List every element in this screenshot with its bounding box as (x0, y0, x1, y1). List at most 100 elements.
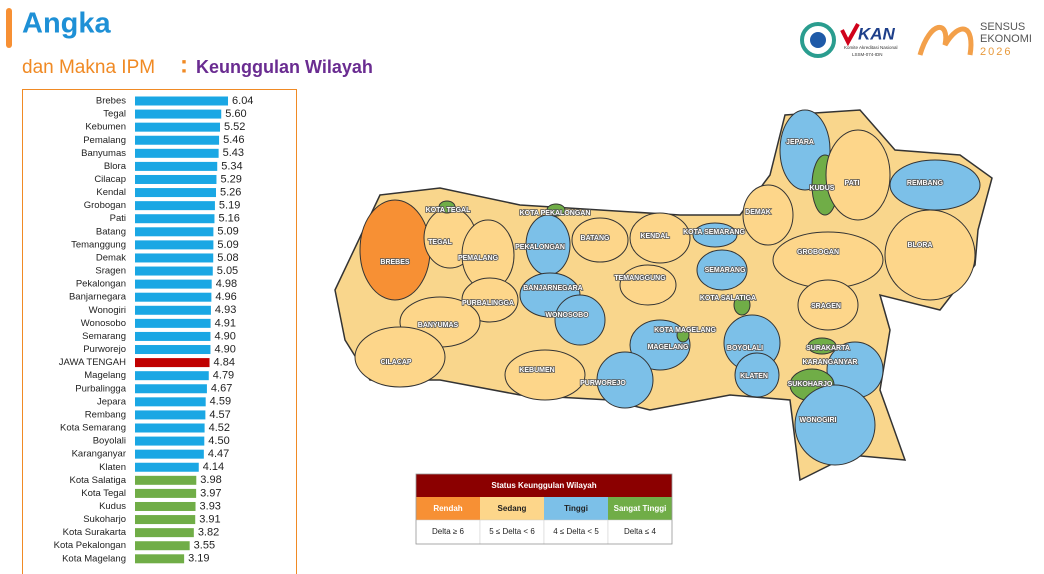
region-label: SRAGEN (811, 303, 841, 310)
bar (135, 345, 211, 355)
value-label: 5.19 (219, 200, 240, 212)
bar (135, 541, 190, 551)
value-label: 3.82 (198, 527, 219, 539)
region-label: WONOSOBO (545, 312, 589, 319)
bar-label: Kota Surakarta (63, 527, 127, 538)
legend: Status Keunggulan Wilayah Rendah Delta ≥ 6… (415, 473, 673, 545)
bar-label: JAWA TENGAH (59, 357, 126, 368)
bar-label: Sukoharjo (83, 514, 126, 525)
map-region (676, 327, 690, 343)
bar-label: Brebes (96, 96, 126, 107)
region-label: KOTA PEKALONGAN (520, 210, 591, 217)
region-label: KOTA SALATIGA (700, 295, 756, 302)
region-label: JEPARA (786, 139, 814, 146)
bar (135, 227, 214, 237)
value-label: 4.96 (215, 291, 236, 303)
bar (135, 292, 212, 302)
map-region (734, 352, 780, 398)
bar (135, 358, 210, 368)
value-label: 5.60 (225, 108, 246, 120)
value-label: 4.93 (215, 304, 236, 316)
region-label: TEGAL (428, 239, 452, 246)
bar (135, 96, 229, 106)
legend-title: Status Keunggulan Wilayah (491, 481, 596, 490)
value-label: 4.98 (216, 278, 237, 290)
kan-check (840, 23, 860, 47)
bar (135, 109, 222, 119)
bar-panel (22, 89, 297, 574)
legend-name: Sangat Tinggi (614, 504, 667, 513)
value-label: 4.84 (214, 357, 235, 369)
region-label: SEMARANG (705, 267, 746, 274)
bar (135, 449, 204, 459)
bar-label: Klaten (99, 462, 126, 473)
kan-logo: KAN (858, 24, 896, 43)
bar-label: Kota Tegal (81, 488, 126, 499)
bar (135, 122, 221, 132)
map-region (692, 222, 738, 248)
value-label: 3.97 (200, 487, 221, 499)
legend-name: Rendah (433, 504, 462, 513)
bar-label: Cilacap (94, 174, 126, 185)
map-region (554, 294, 606, 346)
value-label: 5.16 (218, 213, 239, 225)
bar-label: Grobogan (84, 200, 126, 211)
region-label: KOTA TEGAL (426, 207, 471, 214)
legend-swatch (608, 497, 672, 520)
legend-frame (415, 473, 673, 545)
bar-label: Purbalingga (75, 383, 126, 394)
accent-bar (6, 8, 12, 48)
logos: KAN Komite Akreditasi Nasional LSSM-074-… (800, 21, 1032, 58)
value-label: 5.09 (217, 226, 238, 238)
bar-label: Pekalongan (76, 279, 126, 290)
map-region (596, 351, 654, 409)
census-line-2: EKONOMI (980, 33, 1032, 45)
bar-label: Banjarnegara (69, 292, 127, 303)
bar (135, 240, 214, 250)
region-label: PURBALINGGA (462, 300, 514, 307)
bar (135, 318, 211, 328)
map-region (733, 294, 751, 316)
region-label: CILACAP (380, 359, 411, 366)
legend-rule: Delta ≥ 6 (432, 527, 465, 536)
region-label: KENDAL (640, 233, 670, 240)
kan-code: LSSM-074-IDN (852, 52, 883, 57)
legend-name: Tinggi (564, 504, 588, 513)
region-label: BANYUMAS (418, 322, 459, 329)
bar (135, 554, 185, 564)
map-region (742, 184, 794, 246)
value-label: 4.90 (214, 343, 235, 355)
bar-label: Kota Salatiga (69, 475, 126, 486)
bar-label: Tegal (103, 109, 126, 120)
region-label: PEMALANG (458, 255, 499, 262)
bar (135, 161, 218, 171)
value-label: 5.08 (217, 252, 238, 264)
bar (135, 253, 214, 263)
bar-label: Kota Pekalongan (54, 540, 126, 551)
map-region (884, 209, 976, 301)
census-year: 2026 (980, 46, 1012, 58)
map-region (546, 203, 566, 217)
value-label: 4.57 (209, 409, 230, 421)
value-label: 5.52 (224, 121, 245, 133)
value-label: 5.29 (220, 173, 241, 185)
map-region (807, 337, 837, 355)
bar (135, 528, 194, 538)
bar (135, 188, 217, 198)
bar-label: Magelang (84, 370, 126, 381)
region-label: BATANG (581, 235, 610, 242)
bar-label: Kebumen (85, 122, 126, 133)
legend-rule-cell (479, 519, 545, 545)
bar (135, 436, 205, 446)
bar-label: Pemalang (83, 135, 126, 146)
bar (135, 279, 212, 289)
bar (135, 397, 206, 407)
legend-swatch (416, 497, 480, 520)
value-label: 4.67 (211, 383, 232, 395)
region-label: BANJARNEGARA (523, 285, 583, 292)
bar (135, 501, 196, 511)
value-label: 3.98 (200, 474, 221, 486)
map-region (438, 200, 456, 214)
legend-rule: 5 ≤ Delta < 6 (489, 527, 535, 536)
map-region (629, 319, 691, 371)
